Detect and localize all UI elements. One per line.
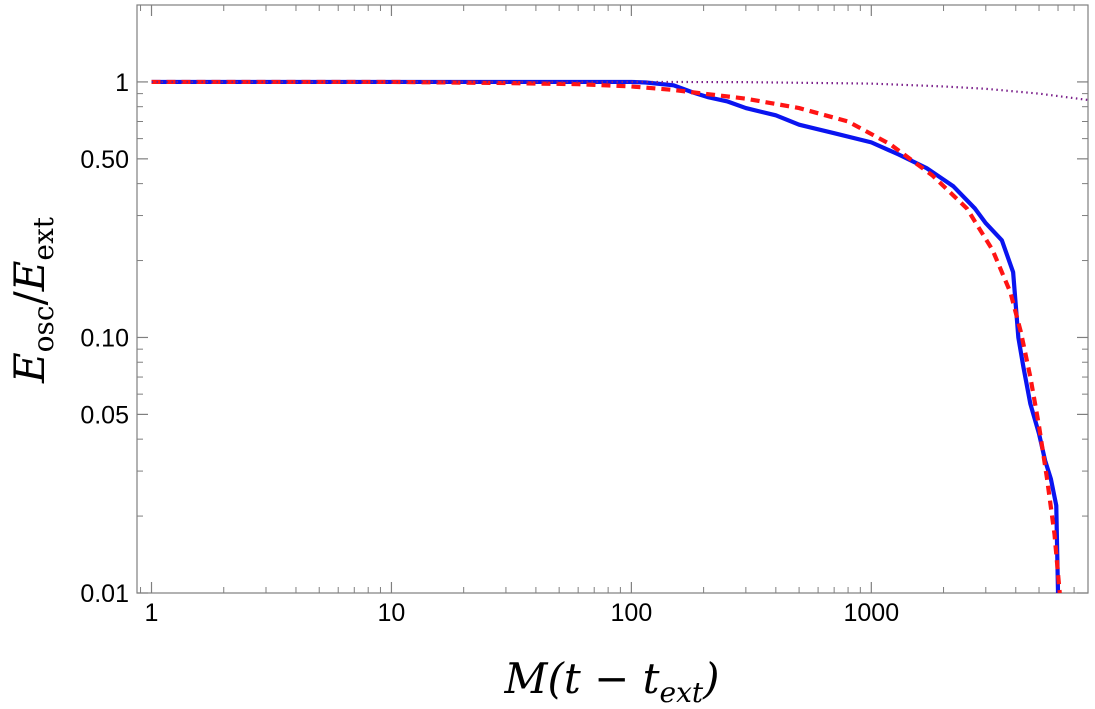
x-tick-labels: 1 10 100 1000 <box>145 599 900 627</box>
y-tick-label: 0.01 <box>80 580 129 608</box>
y-axis-label-den-sub: ext <box>27 216 60 260</box>
y-axis-label: Eosc/Eext <box>5 216 60 384</box>
x-tick-label: 10 <box>378 599 406 627</box>
y-axis-label-den: E <box>5 261 54 293</box>
y-tick-label: 1 <box>115 69 129 97</box>
y-tick-labels: 1 0.50 0.10 0.05 0.01 <box>80 69 129 608</box>
x-tick-label: 100 <box>611 599 653 627</box>
y-axis-label-num: E <box>5 352 54 384</box>
series-layer <box>151 79 1089 594</box>
x-axis-label-sub: ext <box>660 676 704 709</box>
series-line-dotted <box>151 80 1089 102</box>
x-axis-label: M(t − text) <box>503 654 719 709</box>
y-axis-label-slash: / <box>5 290 54 305</box>
minor-ticks <box>137 5 1088 593</box>
plot-frame <box>136 4 1089 594</box>
series-line-solid <box>151 79 1061 594</box>
x-axis-label-close: ) <box>702 654 719 703</box>
y-tick-label: 0.05 <box>80 401 129 429</box>
y-tick-label: 0.10 <box>80 324 129 352</box>
x-axis-label-main: M(t − t <box>503 654 659 703</box>
y-axis-label-num-sub: osc <box>27 305 60 352</box>
x-tick-label: 1000 <box>844 599 900 627</box>
series-line-dashed <box>151 79 1062 594</box>
y-tick-label: 0.50 <box>80 146 129 174</box>
x-tick-label: 1 <box>145 599 159 627</box>
major-ticks <box>137 5 1088 594</box>
